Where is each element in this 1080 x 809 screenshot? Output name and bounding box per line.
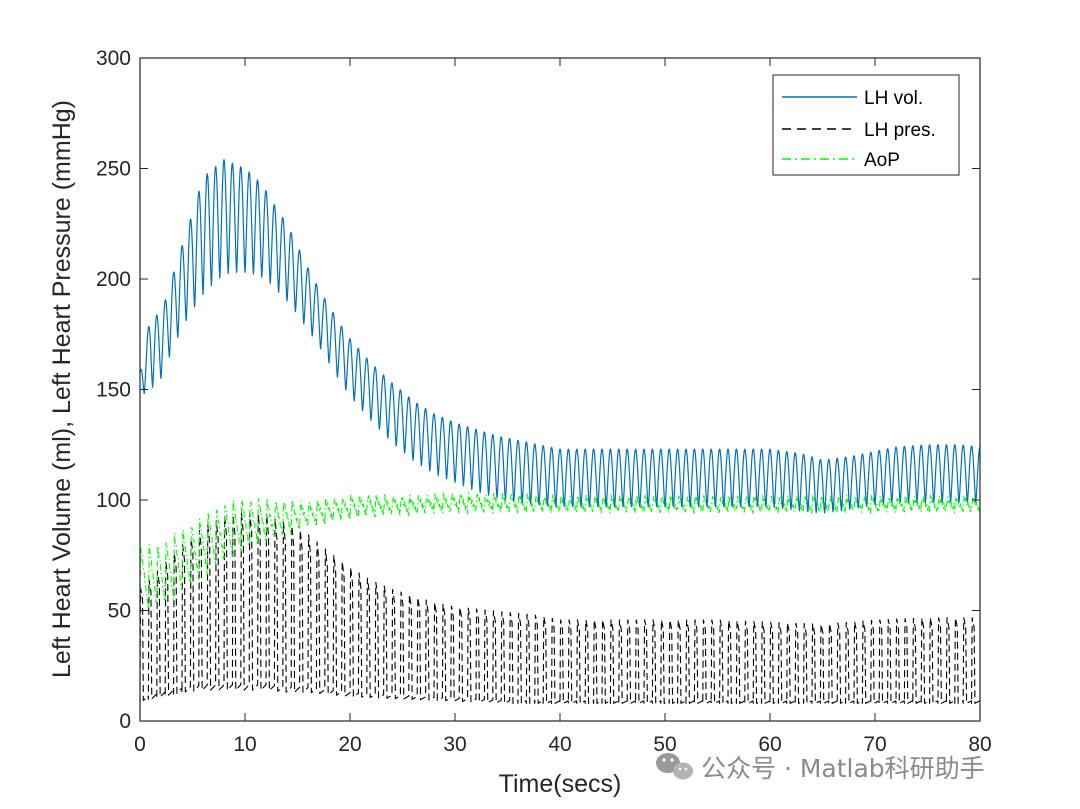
y-tick-label: 250 <box>96 158 131 181</box>
series-aop <box>139 492 981 611</box>
y-tick-label: 150 <box>96 379 131 402</box>
x-tick-label: 50 <box>653 733 676 756</box>
tick-layer: 0 10 20 30 40 50 60 70 80 0 50 100 150 200 250 300 <box>96 47 992 756</box>
x-tick-label: 40 <box>548 733 571 756</box>
wechat-icon <box>656 753 693 780</box>
series-lh-vol <box>139 159 981 514</box>
legend-label-lh-vol: LH vol. <box>864 88 923 109</box>
x-tick-label: 70 <box>863 733 886 756</box>
y-tick-label: 0 <box>119 710 131 733</box>
watermark-text: 公众号 · Matlab科研助手 <box>701 754 985 783</box>
series-layer <box>139 159 981 704</box>
y-tick-label: 300 <box>96 47 131 70</box>
y-tick-label: 50 <box>108 600 131 623</box>
y-tick-label: 200 <box>96 268 131 291</box>
series-lh-pres <box>139 512 981 704</box>
y-tick-label: 100 <box>96 489 131 512</box>
x-tick-label: 10 <box>233 733 256 756</box>
y-axis-label: Left Heart Volume (ml), Left Heart Press… <box>48 100 76 678</box>
x-tick-label: 20 <box>338 733 361 756</box>
legend-label-lh-pres: LH pres. <box>864 120 936 141</box>
x-axis-label: Time(secs) <box>499 770 622 798</box>
legend-label-aop: AoP <box>864 150 900 171</box>
x-tick-label: 80 <box>968 733 991 756</box>
watermark: 公众号 · Matlab科研助手 <box>656 753 985 783</box>
legend[interactable]: LH vol. LH pres. AoP <box>772 74 960 176</box>
x-tick-label: 60 <box>758 733 781 756</box>
x-tick-label: 0 <box>134 733 146 756</box>
x-tick-label: 30 <box>443 733 466 756</box>
